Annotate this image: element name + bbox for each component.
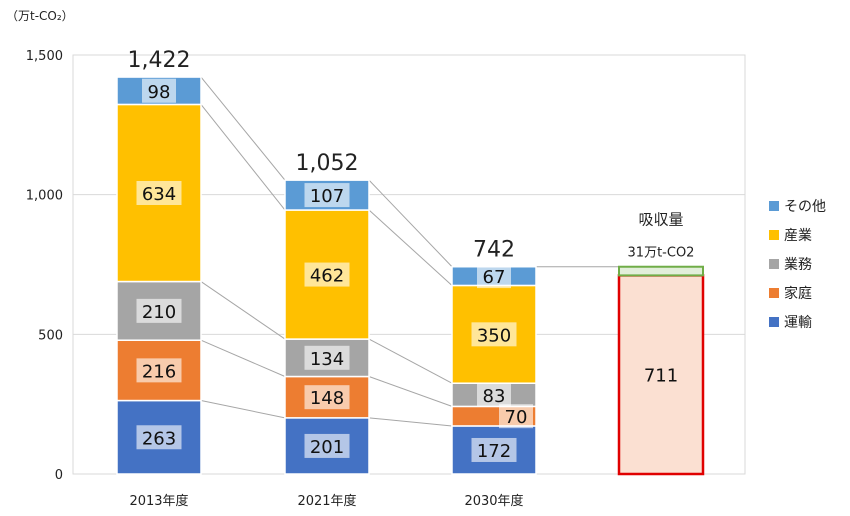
connector-line [368, 179, 453, 268]
data-label-background [471, 437, 517, 462]
bar-total-label: 1,422 [128, 48, 191, 73]
data-label-background [136, 298, 182, 323]
data-label: 134 [310, 349, 344, 370]
legend-swatch [769, 230, 779, 240]
x-category-label: 2021年度 [297, 493, 356, 509]
data-label-background [304, 262, 350, 287]
data-label: 148 [310, 388, 344, 409]
data-label-background [477, 264, 511, 289]
legend-swatch [769, 288, 779, 298]
absorption-small-bar [618, 265, 704, 277]
data-label: 70 [505, 407, 528, 428]
data-label: 216 [142, 361, 176, 382]
data-label-background [142, 78, 176, 103]
data-label-background [499, 404, 533, 429]
absorption-bar [617, 274, 705, 476]
legend-label: 運輸 [784, 315, 812, 331]
legend-swatch [769, 201, 779, 211]
legend-swatch [769, 259, 779, 269]
connector-line [200, 76, 286, 181]
bar-total-label: 1,052 [296, 151, 359, 176]
data-label: 98 [148, 82, 171, 103]
data-label: 107 [310, 186, 344, 207]
data-label: 172 [477, 441, 511, 462]
y-tick-label: 1,000 [26, 189, 63, 204]
axes: 0 500 1,000 1,500 2013年度 2021年度 2030年度 [26, 49, 524, 509]
data-label-background [304, 433, 350, 458]
connector-lines [200, 76, 619, 427]
data-label: 67 [483, 267, 506, 288]
data-label-background [136, 180, 182, 205]
data-label-background [136, 358, 182, 383]
legend-label: 産業 [784, 228, 812, 244]
connector-line [200, 104, 286, 211]
legend-label: 業務 [784, 257, 812, 273]
connector-line [368, 338, 453, 384]
bar-total-label: 742 [473, 238, 515, 263]
absorption-group: 711 31万t-CO2 吸収量 [617, 211, 705, 476]
y-tick-label: 500 [38, 328, 63, 343]
y-tick-label: 0 [55, 468, 63, 483]
data-label-background [477, 382, 511, 407]
data-label-background [136, 425, 182, 450]
x-category-label: 2013年度 [129, 493, 188, 509]
x-category-label: 2030年度 [464, 493, 523, 509]
legend-swatch [769, 317, 779, 327]
legend-label: 家庭 [784, 285, 812, 302]
y-axis-unit-label: （万t-CO₂） [6, 9, 74, 23]
data-label-background [471, 322, 517, 347]
label-group: 263 216 210 634 98 1,422 201 148 134 462 107 1,052 1… [128, 48, 533, 462]
data-label: 83 [483, 386, 506, 407]
data-label-background [304, 183, 350, 208]
data-label: 201 [310, 437, 344, 458]
connector-line [200, 339, 286, 377]
absorption-value-label: 711 [644, 366, 678, 387]
absorption-small-label: 31万t-CO2 [628, 246, 695, 261]
y-tick-label: 1,500 [26, 49, 63, 64]
legend-label: その他 [784, 199, 826, 215]
absorption-title: 吸収量 [638, 211, 683, 229]
data-label: 210 [142, 302, 176, 323]
connector-line [200, 400, 286, 419]
connector-line [368, 209, 453, 286]
data-label: 462 [310, 266, 344, 287]
data-label-background [304, 385, 350, 410]
data-label: 263 [142, 428, 176, 449]
data-label-background [304, 345, 350, 370]
connector-line [200, 281, 286, 340]
connector-line [368, 376, 453, 407]
data-label: 350 [477, 325, 511, 346]
connector-line [368, 417, 453, 427]
data-label: 634 [142, 184, 176, 205]
